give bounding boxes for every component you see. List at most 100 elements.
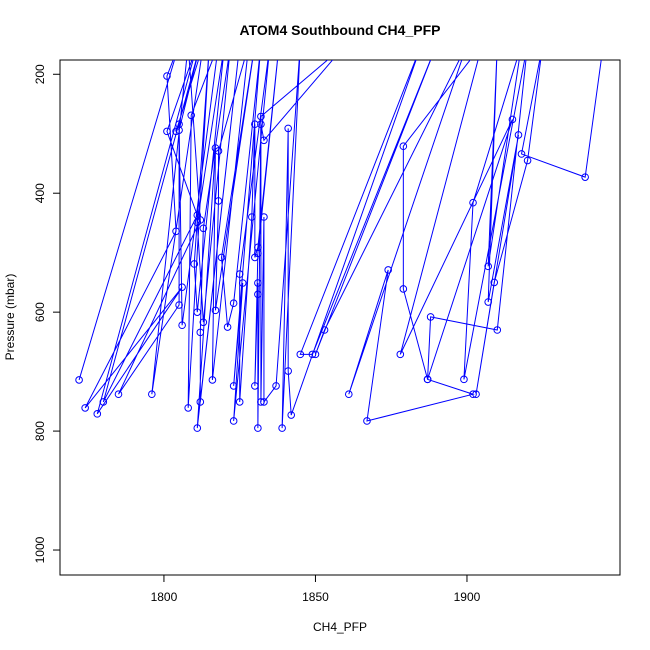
point bbox=[114, 390, 123, 399]
point bbox=[469, 390, 477, 399]
point bbox=[175, 301, 183, 309]
point bbox=[384, 266, 392, 274]
point bbox=[176, 41, 183, 48]
point bbox=[399, 142, 408, 151]
point bbox=[251, 120, 259, 129]
x-tick-label: 1900 bbox=[454, 590, 481, 604]
point bbox=[229, 417, 238, 425]
y-tick-label: 800 bbox=[33, 421, 47, 441]
point bbox=[524, 41, 531, 48]
point bbox=[600, 41, 607, 48]
point bbox=[254, 249, 262, 258]
point bbox=[433, 41, 440, 48]
point bbox=[227, 41, 234, 48]
point bbox=[494, 41, 501, 48]
point bbox=[196, 328, 205, 337]
y-tick-label: 200 bbox=[33, 64, 47, 84]
point bbox=[523, 156, 532, 165]
point bbox=[211, 306, 220, 315]
point bbox=[236, 41, 243, 48]
point bbox=[363, 417, 371, 425]
point bbox=[223, 323, 232, 331]
point bbox=[199, 224, 208, 233]
point bbox=[272, 382, 280, 390]
point bbox=[81, 404, 89, 412]
chart-title: ATOM4 Southbound CH4_PFP bbox=[240, 22, 441, 38]
point bbox=[296, 350, 305, 359]
point bbox=[267, 41, 274, 48]
point bbox=[287, 411, 296, 419]
point bbox=[214, 197, 223, 205]
point bbox=[320, 326, 329, 334]
point bbox=[260, 136, 268, 145]
point bbox=[311, 350, 320, 359]
point bbox=[248, 213, 256, 221]
point bbox=[460, 375, 468, 384]
y-tick-label: 400 bbox=[33, 183, 47, 203]
point bbox=[493, 326, 502, 334]
point bbox=[396, 350, 405, 359]
point bbox=[245, 41, 252, 48]
point bbox=[197, 41, 204, 48]
point bbox=[260, 398, 268, 406]
point bbox=[217, 253, 226, 262]
point bbox=[193, 308, 202, 316]
point bbox=[472, 390, 480, 399]
point bbox=[99, 398, 108, 406]
point bbox=[399, 285, 408, 293]
point bbox=[193, 218, 202, 227]
point bbox=[539, 41, 546, 48]
point bbox=[163, 127, 171, 136]
point bbox=[517, 150, 526, 158]
point bbox=[508, 115, 517, 124]
point bbox=[190, 260, 199, 268]
point bbox=[254, 279, 262, 287]
y-axis-label: Pressure (mbar) bbox=[3, 274, 17, 361]
point bbox=[484, 298, 492, 306]
point bbox=[518, 41, 525, 48]
point bbox=[208, 376, 217, 384]
point bbox=[426, 313, 435, 321]
point bbox=[193, 424, 202, 432]
x-axis-label: CH4_PFP bbox=[313, 620, 367, 634]
point bbox=[284, 124, 292, 133]
point bbox=[194, 41, 201, 48]
plot-frame bbox=[59, 59, 621, 576]
point bbox=[284, 367, 292, 375]
x-tick-label: 1850 bbox=[302, 590, 329, 604]
point bbox=[184, 404, 192, 412]
point bbox=[254, 424, 262, 432]
point bbox=[257, 120, 265, 129]
point bbox=[200, 41, 207, 48]
point bbox=[163, 72, 171, 80]
x-tick-label: 1800 bbox=[151, 590, 178, 604]
plot-area bbox=[75, 41, 607, 432]
point bbox=[484, 262, 492, 271]
point bbox=[344, 390, 353, 399]
point bbox=[206, 41, 213, 48]
point bbox=[254, 243, 262, 252]
point bbox=[260, 213, 268, 221]
point bbox=[257, 398, 265, 406]
point bbox=[308, 350, 317, 359]
point bbox=[238, 279, 247, 287]
y-tick-label: 1000 bbox=[33, 536, 47, 563]
point bbox=[258, 41, 265, 48]
point bbox=[229, 299, 238, 308]
point bbox=[185, 41, 192, 48]
point bbox=[148, 390, 156, 399]
y-tick-label: 600 bbox=[33, 302, 47, 322]
point bbox=[276, 41, 283, 48]
point bbox=[479, 41, 486, 48]
point bbox=[221, 41, 228, 48]
point bbox=[581, 173, 589, 181]
point bbox=[469, 198, 477, 207]
point bbox=[235, 398, 244, 406]
point bbox=[490, 278, 499, 287]
point bbox=[175, 120, 183, 129]
point bbox=[215, 41, 222, 48]
point bbox=[199, 318, 208, 327]
point bbox=[278, 424, 286, 432]
point bbox=[178, 283, 186, 291]
